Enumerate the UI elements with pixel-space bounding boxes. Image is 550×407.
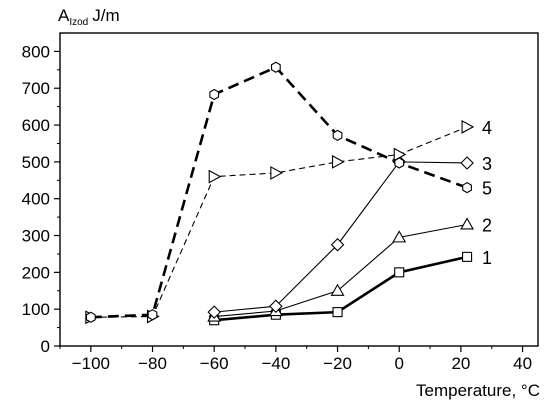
y-tick-label: 500 bbox=[22, 153, 50, 172]
x-tick-label: −80 bbox=[138, 354, 167, 373]
y-tick-label: 700 bbox=[22, 79, 50, 98]
data-point bbox=[207, 305, 221, 319]
data-point bbox=[394, 157, 405, 169]
data-point bbox=[270, 166, 284, 180]
data-point bbox=[270, 61, 281, 73]
x-tick-label: −20 bbox=[323, 354, 352, 373]
x-tick-label: −40 bbox=[261, 354, 290, 373]
data-point bbox=[461, 119, 475, 134]
data-point bbox=[460, 156, 474, 170]
data-point bbox=[147, 309, 158, 321]
x-tick-label: −60 bbox=[200, 354, 229, 373]
series-label: 1 bbox=[482, 248, 492, 268]
data-point bbox=[394, 267, 405, 278]
data-point bbox=[330, 237, 345, 252]
y-tick-label: 300 bbox=[22, 227, 50, 246]
series-line bbox=[214, 223, 468, 318]
y-tick-label: 600 bbox=[22, 116, 50, 135]
data-point bbox=[332, 307, 343, 318]
series-3: 3 bbox=[207, 154, 492, 319]
data-point bbox=[269, 299, 283, 314]
series-label: 4 bbox=[482, 118, 492, 138]
x-tick-label: −100 bbox=[72, 354, 110, 373]
data-point bbox=[330, 283, 345, 296]
x-tick-label: 40 bbox=[513, 354, 532, 373]
data-point bbox=[85, 311, 96, 323]
y-tick-label: 800 bbox=[22, 42, 50, 61]
data-point bbox=[393, 147, 407, 162]
data-point bbox=[462, 182, 472, 194]
series-5: 5 bbox=[85, 61, 492, 323]
data-point bbox=[331, 154, 345, 169]
series-line bbox=[90, 65, 468, 319]
y-tick-label: 400 bbox=[22, 190, 50, 209]
plot-frame bbox=[59, 32, 539, 347]
x-tick-label: 0 bbox=[394, 354, 403, 373]
data-point bbox=[208, 169, 222, 184]
y-tick-label: 100 bbox=[22, 300, 50, 319]
series-label: 3 bbox=[482, 154, 492, 174]
data-point bbox=[460, 217, 475, 230]
series-label: 5 bbox=[482, 179, 492, 199]
x-axis-title: Temperature, °C bbox=[416, 381, 540, 400]
series-label: 2 bbox=[482, 215, 492, 235]
y-axis-title: AIzod J/m bbox=[58, 6, 120, 28]
data-point bbox=[392, 230, 407, 243]
y-tick-label: 200 bbox=[22, 263, 50, 282]
y-tick-label: 0 bbox=[41, 337, 50, 356]
data-point bbox=[209, 88, 220, 101]
x-tick-label: 20 bbox=[451, 354, 470, 373]
data-point bbox=[462, 251, 473, 262]
series-line bbox=[90, 126, 468, 318]
series-layer: 1 2 3 4 5 bbox=[85, 61, 492, 326]
axes: −100 −80 −60 −40 −20 0 20 400100200300400500600… bbox=[22, 32, 539, 373]
data-point bbox=[332, 129, 343, 142]
